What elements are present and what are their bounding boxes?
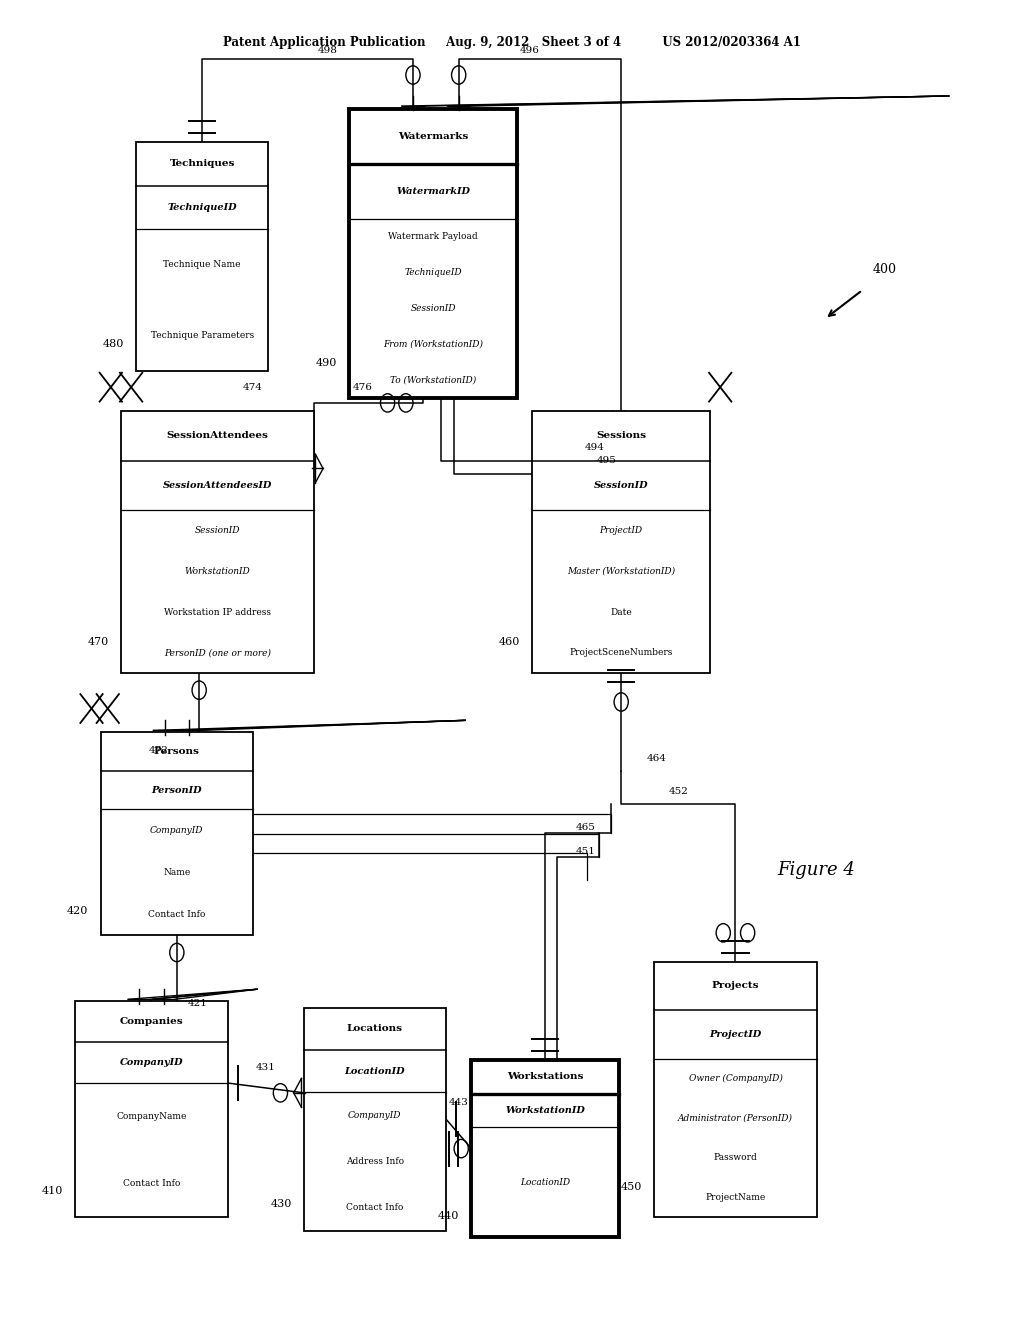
Bar [304, 1007, 446, 1230]
Text: Contact Info: Contact Info [123, 1179, 180, 1188]
Text: Contact Info: Contact Info [148, 909, 206, 919]
Text: CompanyID: CompanyID [151, 826, 204, 836]
Text: SessionID: SessionID [411, 304, 456, 313]
Text: 470: 470 [87, 636, 109, 647]
Text: 420: 420 [68, 906, 88, 916]
Text: ProjectID: ProjectID [600, 527, 643, 536]
Text: ProjectID: ProjectID [710, 1030, 762, 1039]
Text: SessionID: SessionID [594, 480, 648, 490]
Text: Watermark Payload: Watermark Payload [388, 232, 478, 242]
Text: CompanyName: CompanyName [117, 1113, 186, 1121]
Text: 460: 460 [499, 636, 520, 647]
Text: 472: 472 [148, 746, 169, 755]
Text: Password: Password [714, 1154, 758, 1163]
Bar [121, 411, 314, 673]
Text: LocationID: LocationID [520, 1177, 570, 1187]
Text: Workstations: Workstations [507, 1072, 584, 1081]
Text: 480: 480 [102, 339, 124, 348]
Text: 498: 498 [318, 46, 338, 54]
Text: Watermarks: Watermarks [398, 132, 468, 141]
Text: Patent Application Publication     Aug. 9, 2012   Sheet 3 of 4          US 2012/: Patent Application Publication Aug. 9, 2… [223, 36, 801, 49]
Text: Figure 4: Figure 4 [778, 861, 856, 879]
Text: 476: 476 [352, 383, 372, 392]
Text: 490: 490 [316, 358, 337, 368]
Text: 496: 496 [520, 46, 540, 54]
Text: 400: 400 [872, 263, 897, 276]
Text: 451: 451 [575, 847, 596, 855]
Text: WatermarkID: WatermarkID [396, 187, 470, 195]
Text: Contact Info: Contact Info [346, 1203, 403, 1212]
Text: 443: 443 [449, 1097, 469, 1106]
Text: Name: Name [163, 869, 190, 876]
Text: CompanyID: CompanyID [348, 1111, 401, 1119]
Text: ProjectSceneNumbers: ProjectSceneNumbers [569, 648, 673, 657]
Bar [532, 411, 710, 673]
Text: 440: 440 [438, 1210, 459, 1221]
Text: To (WorkstationID): To (WorkstationID) [390, 375, 476, 384]
Text: 465: 465 [575, 824, 596, 833]
Text: 431: 431 [256, 1063, 275, 1072]
Text: Sessions: Sessions [596, 432, 646, 440]
Text: From (WorkstationID): From (WorkstationID) [383, 339, 483, 348]
Bar [471, 1060, 618, 1237]
Text: SessionAttendees: SessionAttendees [167, 432, 268, 440]
Text: Technique Parameters: Technique Parameters [151, 331, 254, 341]
Text: Projects: Projects [712, 982, 759, 990]
Bar [654, 962, 817, 1217]
Text: Master (WorkstationID): Master (WorkstationID) [567, 568, 675, 576]
Text: Locations: Locations [347, 1024, 402, 1034]
Text: 495: 495 [597, 457, 616, 465]
Text: WorkstationID: WorkstationID [184, 568, 250, 576]
Text: 410: 410 [42, 1187, 63, 1196]
Bar [349, 110, 517, 397]
Text: Companies: Companies [120, 1018, 183, 1026]
Text: WorkstationID: WorkstationID [505, 1106, 585, 1115]
Text: TechniqueID: TechniqueID [167, 203, 237, 211]
Text: Administrator (PersonID): Administrator (PersonID) [678, 1114, 793, 1123]
Text: SessionAttendeesID: SessionAttendeesID [163, 480, 272, 490]
Text: 452: 452 [669, 787, 688, 796]
Text: Techniques: Techniques [170, 160, 234, 168]
Bar [136, 141, 268, 371]
Text: 494: 494 [585, 444, 605, 451]
Bar [75, 1001, 227, 1217]
Text: Technique Name: Technique Name [164, 260, 241, 269]
Text: 430: 430 [270, 1199, 292, 1209]
Text: ProjectName: ProjectName [706, 1193, 766, 1203]
Text: PersonID: PersonID [152, 785, 202, 795]
Text: SessionID: SessionID [195, 527, 241, 536]
Text: CompanyID: CompanyID [120, 1059, 183, 1067]
Text: TechniqueID: TechniqueID [404, 268, 462, 277]
Text: Persons: Persons [154, 747, 200, 756]
Text: 474: 474 [243, 383, 263, 392]
Text: Workstation IP address: Workstation IP address [164, 607, 271, 616]
Text: LocationID: LocationID [344, 1067, 406, 1076]
Bar [100, 733, 253, 936]
Text: PersonID (one or more): PersonID (one or more) [164, 648, 271, 657]
Text: 450: 450 [621, 1181, 642, 1192]
Text: 464: 464 [647, 754, 667, 763]
Text: Address Info: Address Info [346, 1156, 403, 1166]
Text: Owner (CompanyID): Owner (CompanyID) [688, 1074, 782, 1084]
Text: 421: 421 [187, 999, 207, 1008]
Text: Date: Date [610, 607, 632, 616]
